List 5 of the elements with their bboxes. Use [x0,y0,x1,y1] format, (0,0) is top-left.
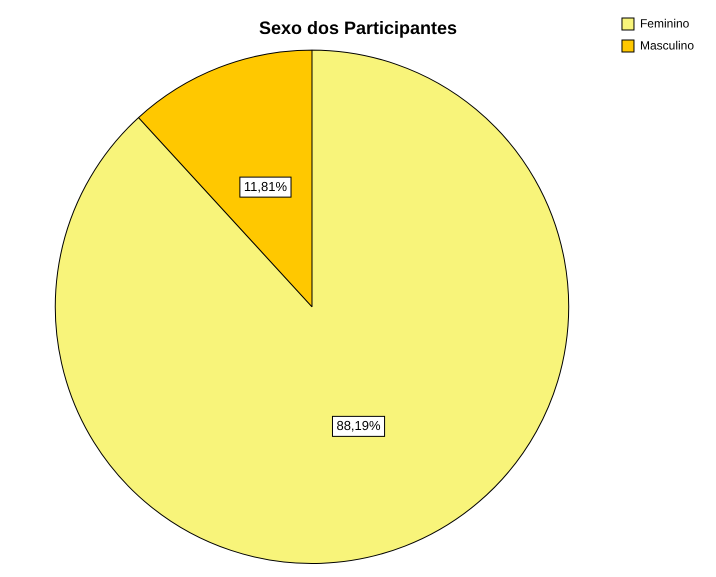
data-label: 88,19% [336,418,382,433]
chart-title: Sexo dos Participantes [258,18,458,38]
legend-label: Masculino [640,38,694,52]
data-label: 11,81% [244,178,288,194]
legend-label: Feminino [640,16,690,30]
